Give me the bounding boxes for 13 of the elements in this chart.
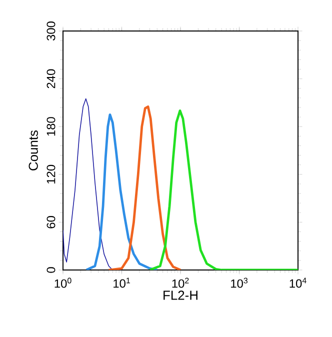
x-tick-label: 10$^{2}$ [172, 278, 189, 288]
y-axis-title: Counts [28, 130, 38, 170]
y-tick-label: 60 [46, 216, 56, 228]
x-tick-label: 10$^{0}$ [54, 278, 72, 288]
y-tick-label: 180 [46, 117, 56, 136]
x-tick-label: 10$^{3}$ [231, 278, 248, 288]
y-tick-label: 240 [46, 69, 56, 88]
y-tick-label: 300 [46, 21, 56, 41]
x-tick-label: 10$^{4}$ [290, 278, 306, 288]
y-tick-label: 0 [46, 267, 56, 273]
x-tick-label: 10$^{1}$ [114, 278, 130, 288]
y-tick-label: 120 [46, 164, 56, 184]
x-axis-title: FL2-H [164, 290, 198, 300]
